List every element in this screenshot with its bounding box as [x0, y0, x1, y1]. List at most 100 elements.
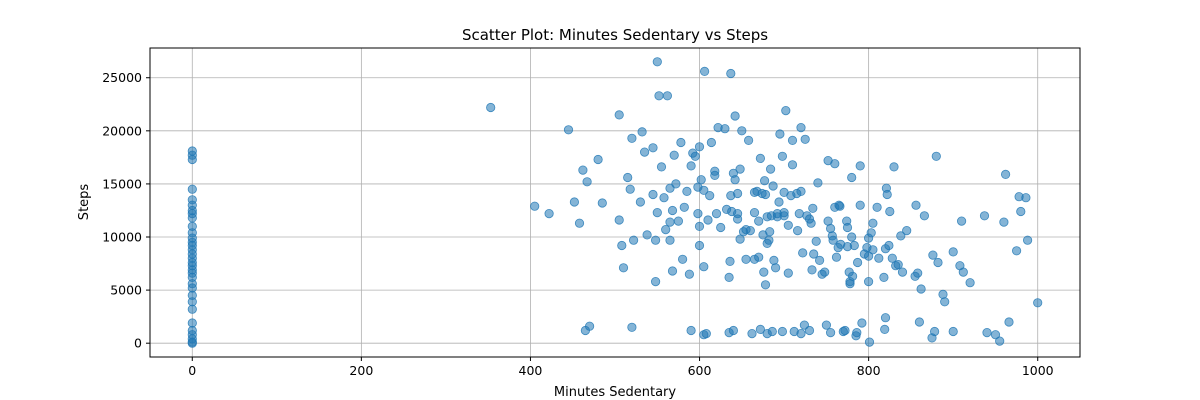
scatter-point — [667, 205, 678, 216]
scatter-point — [979, 211, 990, 221]
scatter-point — [857, 318, 867, 328]
scatter-point — [872, 202, 882, 212]
scatter-point — [999, 217, 1009, 227]
x-tick-label: 1000 — [1022, 363, 1054, 378]
scatter-point — [669, 150, 679, 160]
scatter-point — [783, 268, 793, 278]
scatter-point — [760, 189, 771, 200]
scatter-point — [187, 304, 197, 314]
x-tick-label: 800 — [857, 363, 881, 378]
scatter-point — [884, 240, 894, 251]
scatter-point — [648, 143, 658, 153]
scatter-point — [677, 254, 688, 264]
scatter-point — [792, 226, 803, 236]
scatter-point — [866, 228, 876, 238]
y-tick-label: 5000 — [110, 283, 142, 298]
scatter-point — [770, 263, 781, 273]
scatter-point — [767, 326, 777, 337]
scatter-point — [623, 172, 633, 183]
scatter-point — [847, 271, 858, 281]
scatter-point — [694, 240, 705, 251]
y-tick-label: 15000 — [102, 176, 142, 191]
scatter-point — [628, 235, 639, 245]
scatter-point — [864, 337, 875, 347]
scatter-point — [880, 324, 890, 334]
scatter-point — [686, 161, 696, 171]
scatter-point — [486, 102, 496, 113]
scatter-point — [828, 235, 838, 245]
scatter-point — [855, 161, 865, 171]
scatter-point — [820, 267, 830, 277]
scatter-point — [852, 257, 863, 268]
scatter-point — [830, 159, 840, 169]
scatter-point — [699, 66, 710, 77]
scatter-point — [982, 327, 992, 338]
scatter-point — [699, 185, 709, 195]
scatter-point — [656, 162, 667, 172]
scatter-point — [693, 209, 703, 219]
scatter-point — [956, 216, 967, 226]
data-points — [187, 57, 1043, 348]
scatter-point — [617, 240, 627, 251]
scatter-point — [783, 220, 793, 230]
scatter-point — [777, 151, 788, 161]
scatter-point — [732, 188, 743, 199]
scatter-point — [659, 193, 669, 203]
scatter-point — [775, 129, 785, 139]
scatter-point — [650, 235, 661, 245]
scatter-point — [835, 201, 845, 211]
scatter-point — [808, 203, 818, 213]
scatter-point — [760, 280, 771, 290]
scatter-point — [730, 175, 740, 185]
scatter-point — [706, 137, 717, 148]
chart-title: Scatter Plot: Minutes Sedentary vs Steps — [462, 26, 768, 44]
scatter-point — [768, 181, 778, 191]
scatter-point — [840, 325, 850, 336]
scatter-point — [868, 218, 878, 228]
scatter-point — [661, 225, 671, 235]
scatter-point — [574, 218, 585, 228]
scatter-point — [618, 263, 629, 273]
scatter-point — [694, 142, 705, 152]
scatter-point — [796, 328, 806, 339]
x-tick-label: 600 — [688, 363, 712, 378]
scatter-point — [676, 137, 686, 148]
scatter-point — [724, 272, 734, 282]
scatter-point — [563, 125, 574, 135]
scatter-point — [743, 135, 754, 145]
scatter-point — [662, 91, 673, 101]
scatter-point — [730, 111, 740, 121]
scatter-point — [749, 208, 760, 218]
scatter-point — [897, 267, 908, 277]
scatter-point — [825, 223, 836, 234]
scatter-point — [635, 197, 646, 207]
x-tick-label: 200 — [349, 363, 373, 378]
scatter-point — [914, 317, 925, 327]
scatter-point — [1033, 298, 1043, 308]
scatter-point — [774, 197, 784, 207]
scatter-point — [821, 320, 832, 330]
y-tick-label: 20000 — [102, 123, 142, 138]
scatter-point — [769, 255, 779, 265]
scatter-point — [765, 227, 775, 237]
scatter-point — [652, 57, 662, 67]
scatter-point — [885, 206, 895, 217]
scatter-point — [928, 250, 938, 260]
scatter-point — [938, 289, 948, 299]
scatter-point — [796, 123, 806, 133]
scatter-point — [916, 284, 926, 294]
scatter-point — [765, 164, 776, 174]
y-tick-label: 10000 — [102, 230, 142, 245]
scatter-point — [582, 177, 592, 187]
scatter-point — [948, 326, 958, 337]
scatter-point — [690, 151, 700, 161]
scatter-point — [682, 186, 692, 196]
scatter-point — [880, 313, 891, 323]
scatter-point — [794, 209, 804, 219]
scatter-point — [809, 249, 819, 259]
scatter-point — [187, 184, 197, 194]
scatter-point — [965, 278, 975, 288]
scatter-point — [578, 165, 588, 175]
scatter-point — [671, 179, 681, 189]
